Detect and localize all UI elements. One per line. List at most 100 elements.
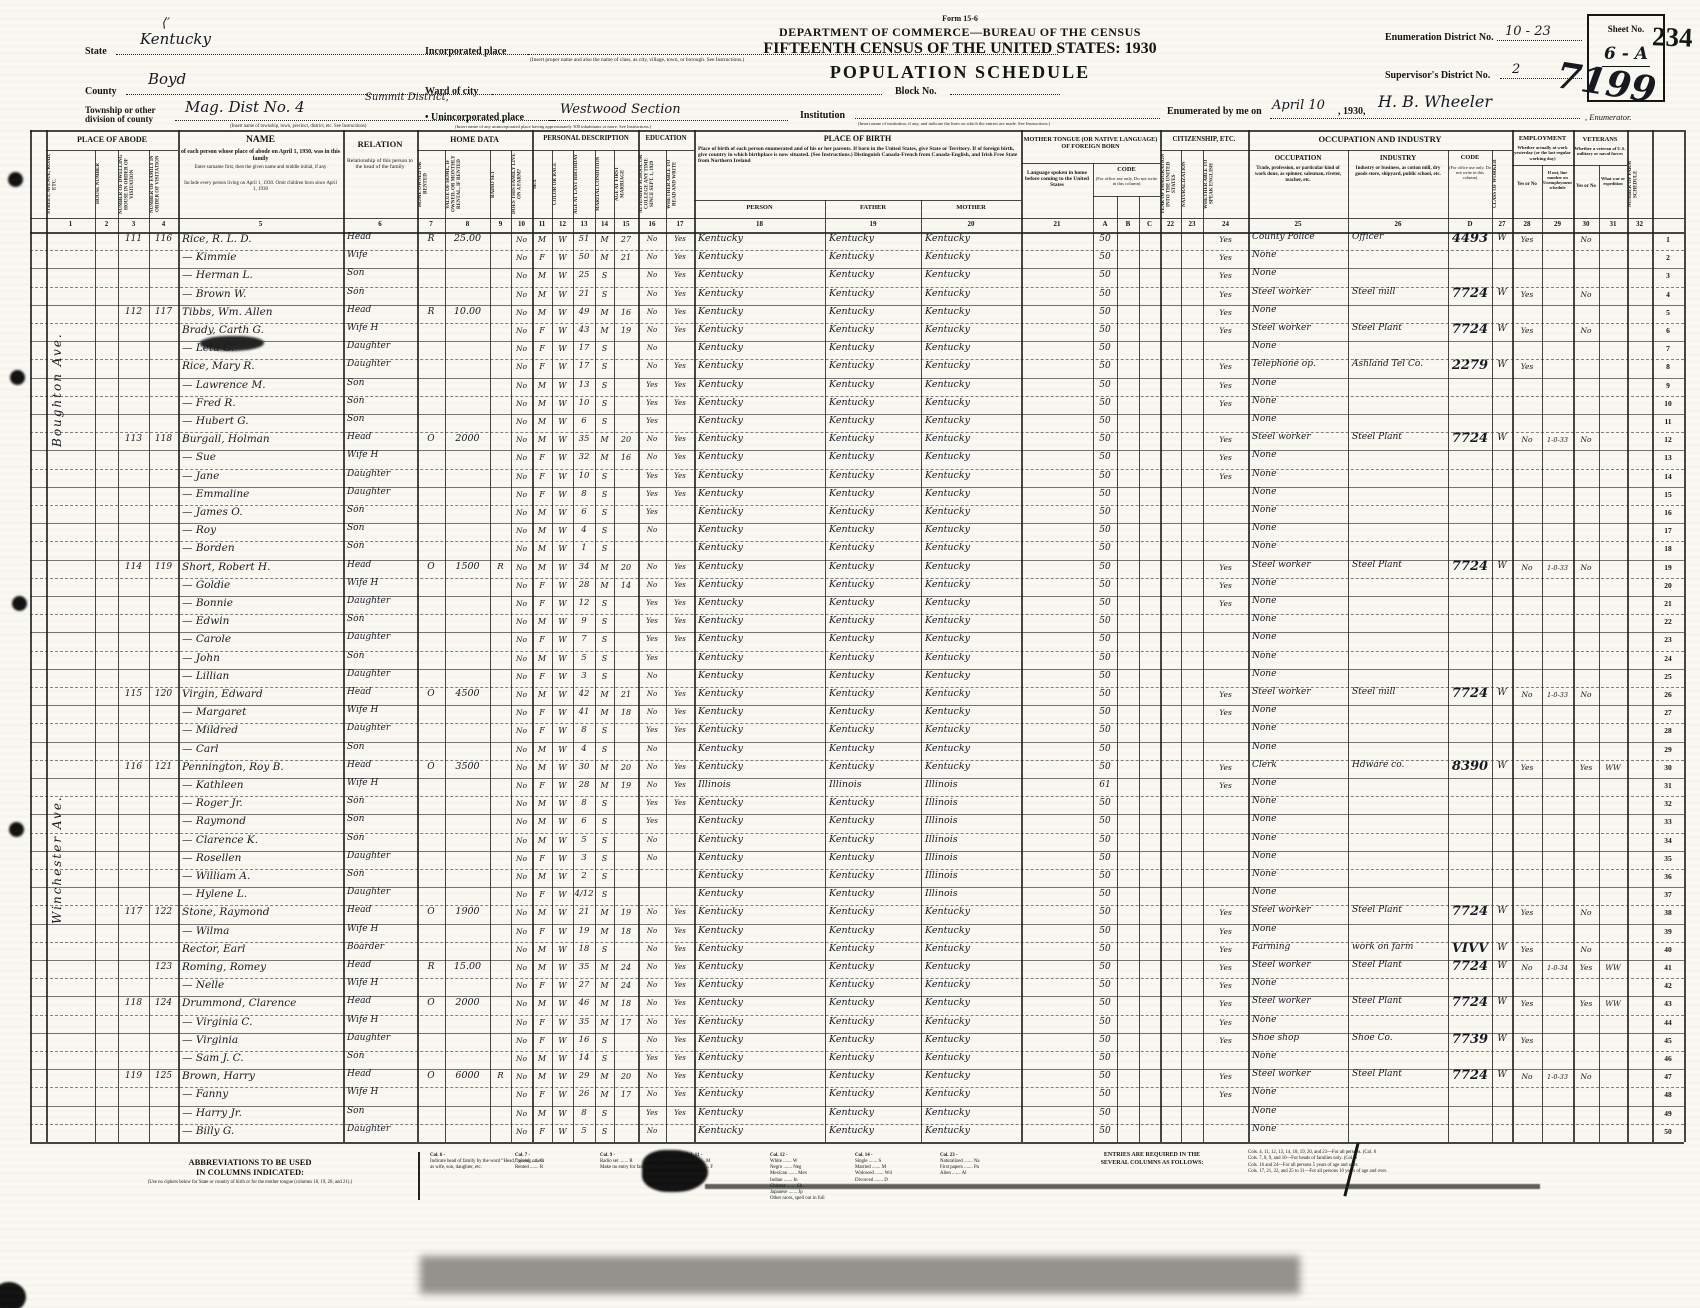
cell-colr: W (558, 398, 567, 408)
cell-sch: No (646, 981, 658, 990)
cell-colr: W (558, 435, 567, 445)
column-number-20: 20 (967, 220, 975, 228)
cell-code: 50 (1099, 543, 1111, 554)
column-label-farm: DOES THIS FAMILY LIVE ON A FARM? (512, 153, 523, 215)
cell-age: 8 (581, 798, 587, 809)
cell-colr: W (558, 762, 567, 772)
cell-mar: M (600, 307, 609, 317)
abbrev-group: Col. 7 - Owned ....... O Rented ....... R (515, 1153, 633, 1171)
cell-bp: Kentucky (698, 942, 743, 954)
scan-streak (705, 1184, 1540, 1189)
cell-ten: O (427, 998, 435, 1009)
column-label-sex: SEX (533, 179, 538, 189)
cell-n: 36 (1664, 872, 1672, 881)
cell-rel: Son (347, 1105, 365, 1116)
cell-code: 50 (1099, 507, 1111, 517)
cell-age: 17 (578, 361, 590, 372)
row-separator (30, 1105, 1684, 1107)
cell-rw: Yes (674, 944, 686, 953)
cell-rel: Daughter (347, 341, 391, 352)
grid-hline (30, 130, 1684, 132)
cell-occ: None (1252, 832, 1277, 843)
row-separator (30, 687, 1684, 688)
cell-rel: Wife H (347, 450, 379, 461)
cell-occ: None (1252, 778, 1277, 788)
cell-bm: Illinois (925, 779, 958, 790)
cell-age: 35 (578, 1016, 590, 1027)
cell-rw: Yes (674, 1072, 686, 1081)
cell-bm: Illinois (925, 870, 958, 881)
cell-colr: W (558, 1017, 567, 1027)
cell-eng: Yes (1219, 963, 1232, 972)
cell-bf: Kentucky (829, 360, 874, 372)
row-separator (30, 1087, 1684, 1089)
cell-sch: Yes (646, 398, 658, 407)
cell-name: — Roger Jr. (182, 797, 243, 810)
cell-rw: Yes (674, 453, 686, 462)
mother-tongue-desc: Language spoken in home before coming to… (1025, 170, 1089, 189)
cell-n: 18 (1664, 544, 1672, 554)
cell-mar: M (600, 562, 609, 572)
cell-mar: S (601, 853, 608, 863)
cell-sex: M (537, 908, 547, 918)
grid-vline (1093, 163, 1094, 1142)
punch-hole (9, 822, 24, 837)
cell-colr: W (558, 890, 567, 900)
cell-rel: Head (347, 687, 372, 697)
cell-name: Pennington, Roy B. (182, 760, 284, 773)
column-label-fam: NUMBER OF FAMILY IN ORDER OF VISITATION (150, 155, 161, 213)
cell-farm: No (515, 289, 528, 299)
column-number-1: 1 (68, 220, 73, 228)
column-label-dwell: NUMBER OF DWELLING HOUSE IN ORDER OF VIS… (119, 154, 136, 214)
enumerator-signature: H. B. Wheeler (1378, 92, 1492, 111)
cell-sex: F (539, 853, 545, 863)
cell-bm: Kentucky (925, 342, 970, 354)
cell-rw: Yes (674, 690, 686, 698)
cell-ind: Steel Plant (1352, 905, 1402, 916)
cell-bp: Kentucky (698, 688, 743, 699)
cell-rel: Head (347, 304, 372, 315)
cell-bp: Kentucky (698, 924, 743, 936)
cell-rel: Wife H (347, 705, 379, 716)
cell-work: No (1521, 435, 1533, 445)
abbrev-line: Other races, spell out in full (770, 1195, 825, 1201)
cell-sex: M (537, 1108, 547, 1118)
cell-mar: S (601, 289, 608, 299)
cell-name: — Nelle (182, 979, 225, 992)
cell-rel: Head (347, 232, 372, 242)
cell-cls: W (1497, 433, 1507, 444)
cell-occ: Steel worker (1252, 960, 1311, 970)
cell-colr: W (558, 544, 567, 554)
column-number-4: 4 (161, 220, 166, 228)
sheet-number-box: Sheet No. 6 - A (1587, 14, 1665, 102)
cell-colr: W (558, 489, 567, 499)
cell-farm: No (515, 926, 528, 936)
row-separator (30, 323, 1684, 324)
cell-bm: Kentucky (925, 1052, 970, 1063)
cell-sch: No (646, 781, 658, 789)
cell-bm: Illinois (925, 888, 958, 900)
cell-sex: F (539, 453, 545, 463)
cell-bf: Kentucky (829, 615, 874, 627)
cell-rw: Yes (674, 1035, 686, 1044)
cell-name: Rice, R. L. D. (182, 233, 252, 245)
cell-sch: Yes (646, 653, 658, 662)
cell-rw: Yes (674, 726, 686, 735)
row-separator (30, 450, 1684, 452)
cell-bm: Kentucky (925, 305, 970, 317)
cell-bf: Kentucky (829, 724, 874, 736)
cell-bp: Kentucky (698, 651, 743, 663)
row-separator (30, 887, 1684, 889)
cell-farm: No (515, 908, 528, 918)
column-number-C: C (1146, 220, 1153, 228)
cell-sex: M (537, 380, 547, 390)
institution-line (855, 118, 1160, 119)
cell-eng: Yes (1219, 271, 1232, 281)
cell-farm: No (515, 653, 528, 663)
cell-age: 35 (578, 962, 590, 972)
footer-divider (418, 1152, 420, 1200)
row-separator (30, 377, 1684, 379)
cell-mar: M (600, 326, 609, 335)
column-number-24: 24 (1222, 220, 1229, 228)
row-separator (30, 468, 1684, 470)
